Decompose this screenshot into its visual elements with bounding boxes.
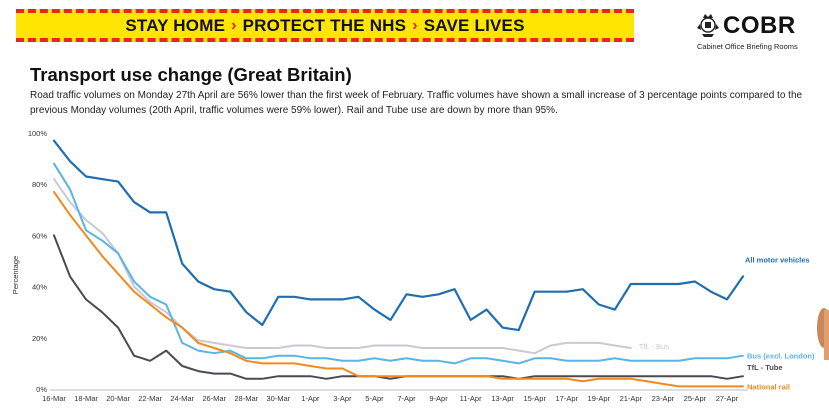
series-line-national-rail bbox=[53, 190, 744, 388]
x-tick-label: 20-Mar bbox=[106, 394, 130, 403]
y-tick-label: 20% bbox=[32, 334, 47, 343]
x-tick-label: 11-Apr bbox=[460, 394, 482, 403]
x-tick-label: 27-Apr bbox=[716, 394, 739, 403]
x-tick-label: 1-Apr bbox=[301, 394, 320, 403]
series-line-bus-excl-london bbox=[53, 162, 744, 365]
speaker-hand-icon bbox=[817, 308, 829, 360]
cobr-logo: COBR Cabinet Office Briefing Rooms bbox=[697, 12, 817, 54]
x-tick-label: 5-Apr bbox=[365, 394, 384, 403]
series-line-tfl-tube bbox=[53, 234, 744, 380]
y-axis-label: Percentage bbox=[11, 256, 20, 294]
x-tick-label: 24-Mar bbox=[170, 394, 194, 403]
x-tick-label: 21-Apr bbox=[620, 394, 643, 403]
x-tick-label: 18-Mar bbox=[74, 394, 98, 403]
series-line-motor bbox=[52, 139, 745, 332]
royal-crest-icon bbox=[697, 14, 719, 37]
slide-description: Road traffic volumes on Monday 27th Apri… bbox=[30, 90, 803, 116]
y-tick-label: 0% bbox=[36, 385, 47, 394]
x-tick-label: 19-Apr bbox=[588, 394, 611, 403]
banner-separator-2: › bbox=[412, 16, 418, 34]
series-label-motor: All motor vehicles bbox=[745, 255, 810, 264]
cobr-subtitle: Cabinet Office Briefing Rooms bbox=[697, 42, 798, 51]
x-tick-label: 25-Apr bbox=[684, 394, 707, 403]
x-tick-label: 17-Apr bbox=[555, 394, 578, 403]
slide-title: Transport use change (Great Britain) bbox=[30, 64, 352, 85]
stay-home-banner: STAY HOME › PROTECT THE NHS › SAVE LIVES bbox=[16, 9, 634, 42]
y-tick-label: 80% bbox=[32, 180, 47, 189]
banner-protect-nhs: PROTECT THE NHS bbox=[242, 15, 407, 35]
x-tick-label: 7-Apr bbox=[397, 394, 416, 403]
series-label-bus-excl-london: Bus (excl. London) bbox=[747, 352, 815, 361]
banner-stay-home: STAY HOME bbox=[125, 15, 226, 35]
cobr-wordmark: COBR bbox=[723, 12, 796, 39]
x-tick-label: 3-Apr bbox=[333, 394, 352, 403]
y-tick-label: 100% bbox=[28, 129, 48, 138]
x-tick-label: 16-Mar bbox=[42, 394, 66, 403]
x-tick-label: 15-Apr bbox=[523, 394, 546, 403]
series-label-tfl-bus: TfL - Bus bbox=[639, 342, 669, 351]
banner-save-lives: SAVE LIVES bbox=[423, 15, 525, 35]
x-tick-label: 9-Apr bbox=[429, 394, 448, 403]
series-label-tfl-tube: TfL - Tube bbox=[747, 363, 783, 372]
x-tick-label: 26-Mar bbox=[202, 394, 226, 403]
x-tick-label: 30-Mar bbox=[266, 394, 290, 403]
x-tick-label: 28-Mar bbox=[234, 394, 258, 403]
y-tick-label: 40% bbox=[32, 283, 47, 292]
series-line-tfl-bus bbox=[53, 178, 632, 355]
banner-separator-1: › bbox=[231, 16, 237, 34]
series-label-national-rail: National rail bbox=[747, 382, 790, 391]
x-tick-label: 22-Mar bbox=[138, 394, 162, 403]
y-tick-label: 60% bbox=[32, 231, 47, 240]
x-tick-label: 13-Apr bbox=[491, 394, 514, 403]
x-tick-label: 23-Apr bbox=[652, 394, 675, 403]
